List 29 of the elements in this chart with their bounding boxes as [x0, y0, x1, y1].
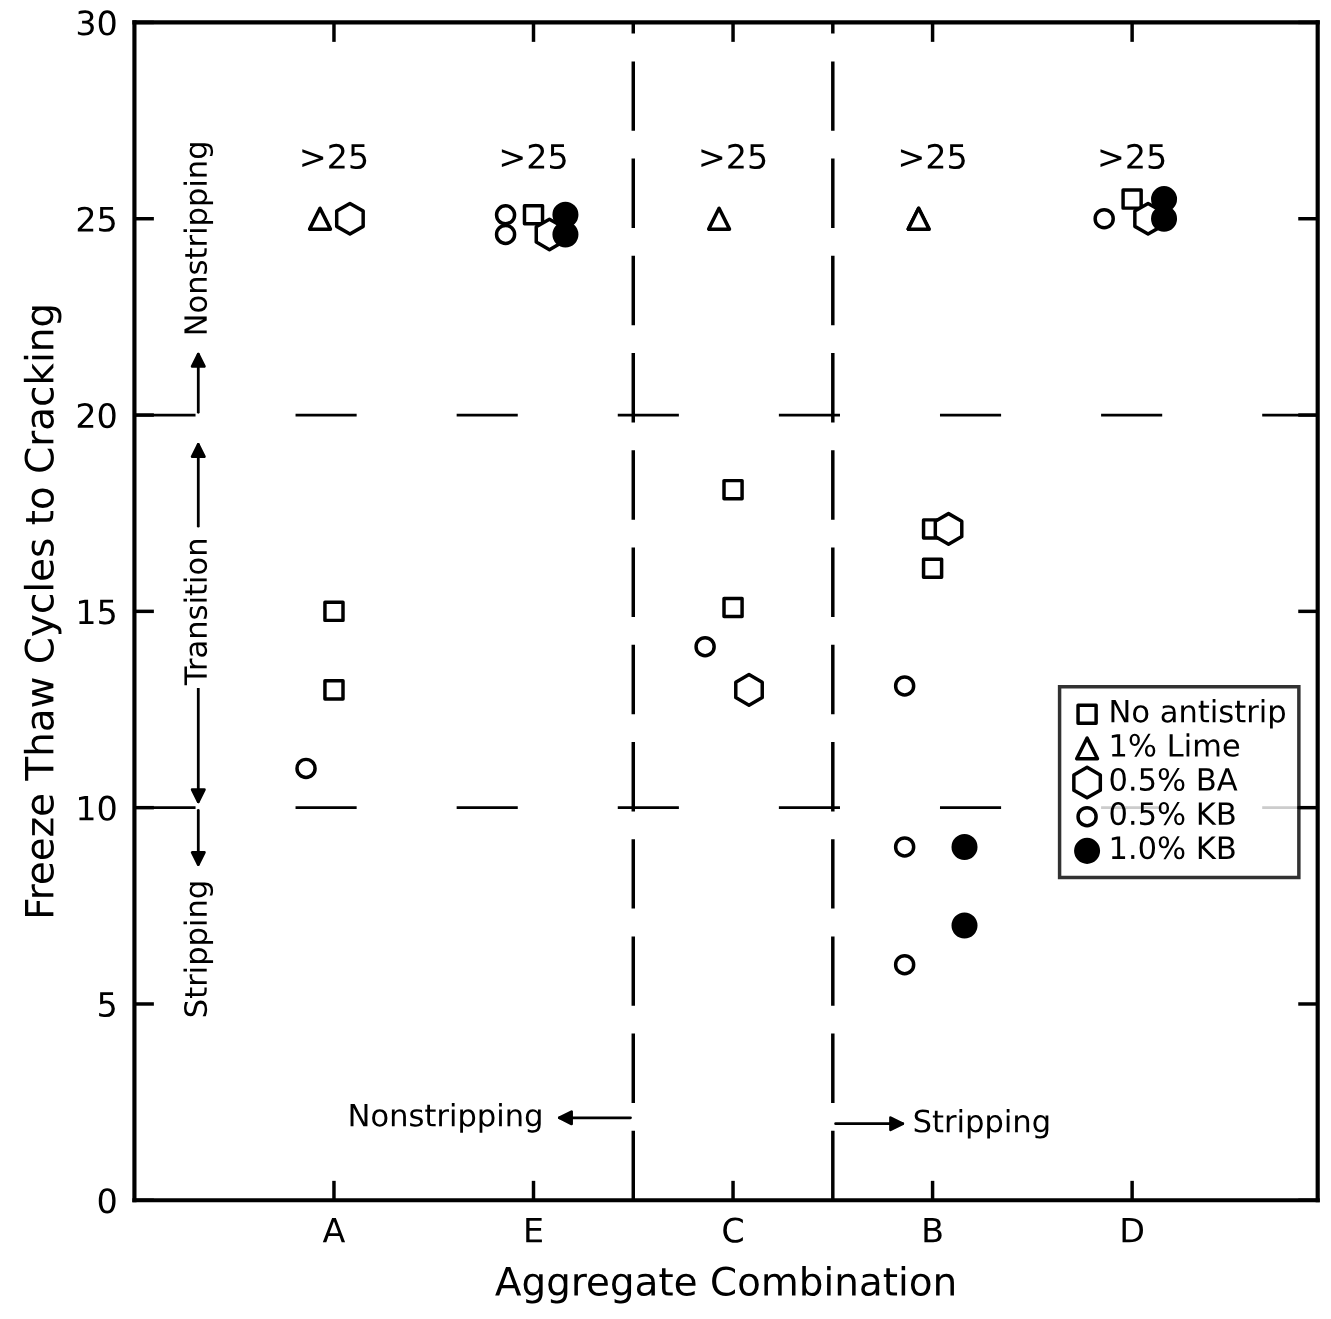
y-tick-label: 10: [79, 795, 116, 821]
x-tick-label: E: [526, 1217, 542, 1243]
annotation: Nonstripping: [183, 143, 214, 334]
annotation: Nonstripping: [350, 1103, 541, 1133]
annotation: >25: [1100, 143, 1165, 170]
annotation: >25: [501, 143, 566, 170]
legend-label: No antistrip: [1111, 699, 1285, 729]
annotation: Stripping: [914, 1108, 1049, 1139]
y-tick-label: 5: [99, 992, 115, 1018]
x-tick-label: A: [322, 1217, 346, 1243]
y-tick-label: 20: [77, 402, 116, 429]
annotation: >25: [701, 143, 766, 170]
y-axis-title: Freeze Thaw Cycles to Cracking: [23, 306, 62, 917]
legend-label: 0.5% BA: [1110, 767, 1238, 792]
y-tick-label: 0: [98, 1188, 116, 1214]
legend-label: 1% Lime: [1111, 733, 1240, 757]
x-axis-title: Aggregate Combination: [495, 1265, 954, 1304]
legend-label: 1.0% KB: [1111, 836, 1235, 860]
x-tick-label: B: [924, 1217, 942, 1243]
annotation: >25: [900, 143, 965, 170]
legend-label: 0.5% KB: [1110, 802, 1235, 826]
x-tick-label: D: [1122, 1217, 1143, 1243]
x-tick-label: C: [723, 1217, 743, 1243]
annotation: Transition: [183, 540, 208, 686]
annotation: Stripping: [183, 882, 214, 1017]
y-tick-label: 15: [79, 599, 115, 625]
y-tick-label: 25: [77, 206, 115, 232]
y-tick-label: 30: [77, 10, 116, 36]
annotation: >25: [302, 143, 367, 170]
